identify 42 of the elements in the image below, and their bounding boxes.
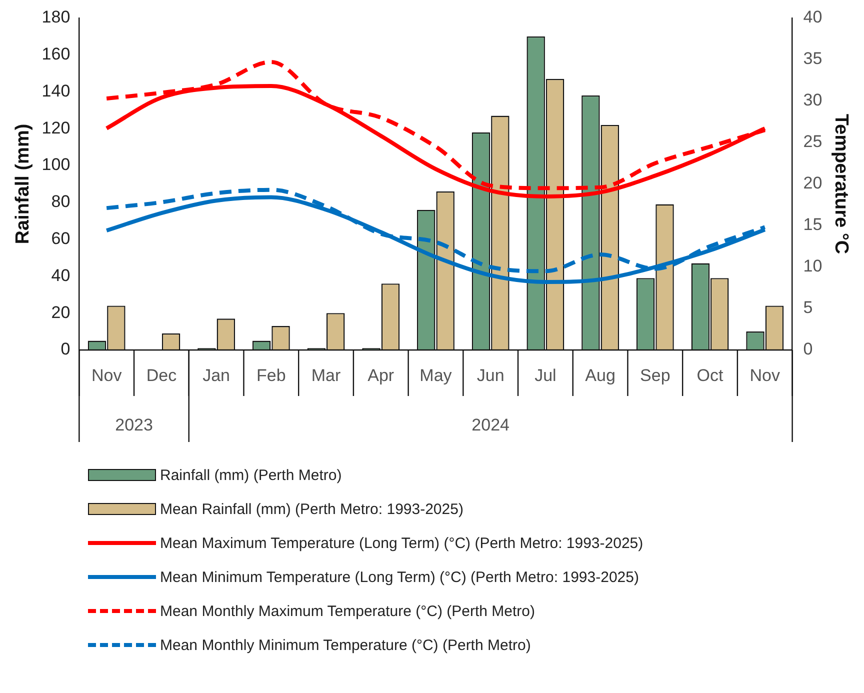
legend-label: Mean Rainfall (mm) (Perth Metro: 1993-2025) bbox=[160, 500, 464, 518]
text: 2024 bbox=[472, 416, 510, 435]
y2-tick-label: 30 bbox=[803, 90, 822, 110]
y-tick-label: 180 bbox=[42, 8, 70, 27]
y-tick-label: 20 bbox=[51, 302, 70, 322]
x-tick-label: Oct bbox=[696, 366, 724, 385]
x-tick-label: Apr bbox=[368, 366, 394, 385]
x-tick-label: Jan bbox=[202, 366, 230, 385]
y2-tick-label: 5 bbox=[803, 298, 813, 318]
y-tick-label: 160 bbox=[42, 44, 70, 64]
x-tick-label: May bbox=[420, 366, 452, 385]
y-tick-label: 40 bbox=[51, 266, 70, 285]
legend-label: Mean Monthly Minimum Temperature (°C) (Perth Metro) bbox=[160, 636, 531, 654]
y2-tick-label: 20 bbox=[803, 174, 822, 193]
y-tick-label: 80 bbox=[51, 192, 70, 212]
legend-label: Rainfall (mm) (Perth Metro) bbox=[160, 466, 342, 484]
legend-label: Mean Minimum Temperature (Long Term) (°C) (Perth Metro: 1993-2025) bbox=[160, 568, 639, 586]
y2-tick-label: 25 bbox=[803, 132, 822, 152]
x-tick-label: Jun bbox=[476, 366, 504, 385]
x-tick-label: Mar bbox=[311, 366, 341, 385]
x-tick-label: Nov bbox=[750, 366, 780, 385]
y2-tick-label: 40 bbox=[803, 8, 822, 27]
y2-tick-label: 35 bbox=[803, 49, 822, 68]
y2-tick-label: 15 bbox=[803, 215, 822, 234]
y-tick-label: 100 bbox=[42, 155, 70, 174]
x-tick-label: Sep bbox=[640, 366, 670, 385]
y2-tick-label: 10 bbox=[803, 256, 822, 276]
y-tick-label: 60 bbox=[51, 229, 70, 248]
y-axis-title: Rainfall (mm) bbox=[12, 124, 34, 244]
x-tick-label: Feb bbox=[256, 366, 286, 385]
x-tick-label: Aug bbox=[585, 366, 616, 385]
x-tick-label: Jul bbox=[534, 366, 556, 385]
y-tick-label: 0 bbox=[60, 340, 70, 359]
text: 2023 bbox=[115, 416, 153, 435]
legend-label: Mean Monthly Maximum Temperature (°C) (Perth Metro) bbox=[160, 602, 535, 620]
y-tick-label: 140 bbox=[42, 81, 70, 100]
y2-axis-title: Temperature °C bbox=[830, 114, 852, 254]
y2-tick-label: 0 bbox=[803, 340, 813, 359]
y-tick-label: 120 bbox=[42, 118, 70, 138]
x-tick-label: Nov bbox=[91, 366, 122, 385]
x-tick-label: Dec bbox=[146, 366, 178, 385]
legend-label: Mean Maximum Temperature (Long Term) (°C) (Perth Metro: 1993-2025) bbox=[160, 534, 644, 552]
